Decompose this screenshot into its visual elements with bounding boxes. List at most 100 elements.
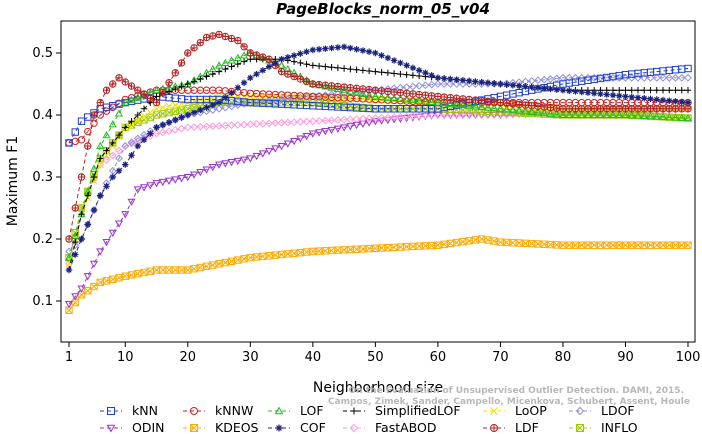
data-point [240, 99, 248, 108]
data-point [672, 98, 679, 105]
data-point [84, 142, 92, 150]
data-point [340, 65, 348, 72]
data-point [477, 80, 486, 88]
x-tick-label: 70 [492, 350, 509, 365]
data-point [684, 105, 692, 113]
data-point [152, 105, 161, 113]
data-point [402, 89, 411, 98]
data-point [372, 49, 379, 57]
data-point [102, 130, 111, 139]
data-point [108, 229, 117, 238]
data-point [277, 61, 286, 69]
data-point [209, 101, 217, 109]
data-point [527, 107, 536, 115]
legend-item-simplifiedlof: SimplifiedLOF [343, 403, 461, 418]
data-point [127, 138, 136, 147]
data-point [265, 63, 273, 70]
data-point [90, 111, 98, 119]
data-point [396, 88, 405, 97]
data-point [172, 85, 179, 93]
data-point [359, 47, 367, 54]
data-point [402, 243, 411, 251]
data-point [221, 160, 230, 168]
data-point [114, 220, 124, 228]
data-point [90, 173, 98, 181]
data-point [64, 253, 74, 261]
data-point [659, 87, 667, 94]
data-point [384, 54, 392, 62]
data-point [497, 80, 504, 88]
data-point [153, 93, 160, 100]
data-point [377, 87, 386, 95]
data-point [402, 95, 411, 103]
data-point [683, 113, 693, 122]
data-point [552, 110, 561, 118]
data-point [515, 82, 523, 90]
data-point [152, 85, 161, 94]
data-point [383, 113, 392, 122]
x-tick-label: 20 [180, 350, 197, 365]
data-point [308, 130, 317, 138]
data-point [428, 72, 435, 79]
y-tick-label: 0.4 [32, 108, 53, 123]
legend-item-lof: LOF [268, 403, 324, 418]
data-point [240, 120, 248, 129]
series-line-odin [68, 108, 688, 305]
data-point [190, 123, 198, 131]
data-point [159, 121, 166, 129]
data-point [433, 98, 442, 106]
data-point [215, 260, 223, 268]
data-point [459, 80, 467, 88]
data-point [209, 32, 217, 40]
data-point [628, 93, 635, 101]
data-point [84, 113, 92, 121]
data-point [208, 106, 217, 114]
data-point [121, 272, 129, 280]
data-point [77, 136, 86, 144]
y-tick-label: 0.3 [32, 170, 53, 185]
data-point [365, 119, 374, 127]
data-point [371, 86, 380, 94]
data-point [590, 110, 599, 119]
data-point [353, 66, 360, 73]
legend-item-ldf: LDF [483, 420, 539, 434]
data-point [158, 128, 167, 137]
data-point [327, 126, 336, 135]
data-point [65, 266, 73, 274]
data-point [627, 111, 636, 119]
legend-item-knn: kNN [100, 403, 158, 418]
data-point [427, 112, 436, 120]
data-point [96, 161, 104, 169]
legend-label: KDEOS [215, 420, 259, 434]
data-point [302, 117, 311, 126]
data-point [597, 90, 604, 98]
data-point [109, 139, 116, 147]
data-point [283, 140, 292, 148]
data-point [77, 285, 86, 293]
data-point [659, 73, 667, 82]
x-tick-label: 80 [555, 350, 572, 365]
data-point [678, 87, 685, 94]
data-point [615, 110, 624, 119]
data-point [321, 82, 330, 90]
data-point [365, 85, 373, 94]
x-tick-label: 60 [430, 350, 447, 365]
legend-marker [275, 424, 283, 432]
series-cof [65, 43, 692, 274]
legend-marker [107, 407, 115, 415]
data-point [433, 80, 442, 88]
data-point [566, 87, 573, 95]
data-point [277, 118, 286, 127]
axes-layer: 1 10 20 30 40 50 60 70 80 90 100 0.1 0.2 0.3 0.4 0.5 [32, 46, 700, 365]
data-point [196, 168, 205, 177]
data-point [658, 112, 668, 120]
legend-label: FastABOD [375, 420, 437, 434]
data-point [233, 101, 242, 109]
legend-item-inflo: INFLO [569, 420, 638, 434]
data-point [646, 112, 655, 120]
data-point [315, 116, 324, 125]
data-point [190, 109, 198, 116]
data-point [302, 77, 311, 86]
data-point [284, 250, 292, 258]
data-point [415, 81, 424, 90]
